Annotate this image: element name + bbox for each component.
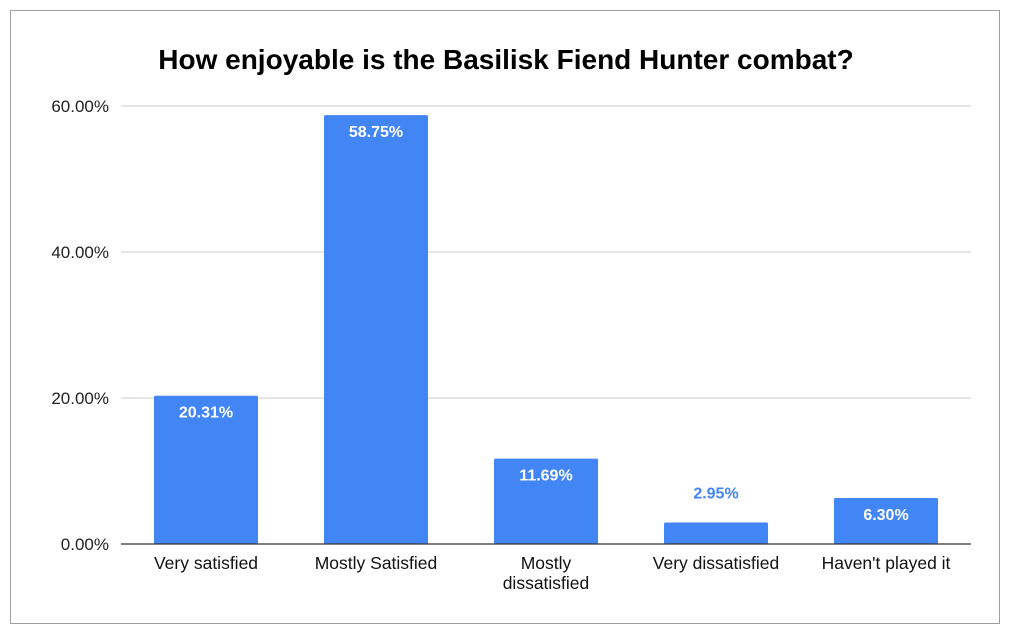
x-category-label: Very satisfied xyxy=(154,553,258,573)
bar xyxy=(664,522,768,544)
bars xyxy=(154,115,938,544)
y-tick-label: 20.00% xyxy=(51,389,109,408)
data-labels: 20.31% 58.75% 11.69% 2.95% 6.30% xyxy=(179,124,909,524)
data-label: 11.69% xyxy=(519,468,572,485)
x-category-label: Very dissatisfied xyxy=(653,553,779,573)
x-category-label: Mostly dissatisfied xyxy=(503,553,590,593)
y-tick-label: 40.00% xyxy=(51,243,109,262)
chart-title: How enjoyable is the Basilisk Fiend Hunt… xyxy=(158,44,853,75)
y-tick-label: 60.00% xyxy=(51,97,109,116)
bar xyxy=(324,115,428,544)
x-category-label: Mostly Satisfied xyxy=(315,553,438,573)
x-axis-categories: Very satisfied Mostly Satisfied Mostly diss… xyxy=(154,553,951,593)
data-label: 6.30% xyxy=(863,507,908,524)
data-label: 58.75% xyxy=(349,124,403,141)
data-label: 20.31% xyxy=(179,405,233,422)
bar xyxy=(834,498,938,544)
grid-layer xyxy=(121,105,971,399)
x-category-label: Haven't played it xyxy=(822,553,951,573)
y-axis-ticks: 0.00% 20.00% 40.00% 60.00% xyxy=(51,97,109,554)
data-label: 2.95% xyxy=(693,485,738,502)
y-tick-label: 0.00% xyxy=(61,535,109,554)
bar xyxy=(494,458,598,544)
bar xyxy=(154,395,258,544)
bar-chart: How enjoyable is the Basilisk Fiend Hunt… xyxy=(51,44,971,593)
chart-frame: How enjoyable is the Basilisk Fiend Hunt… xyxy=(10,10,1000,624)
